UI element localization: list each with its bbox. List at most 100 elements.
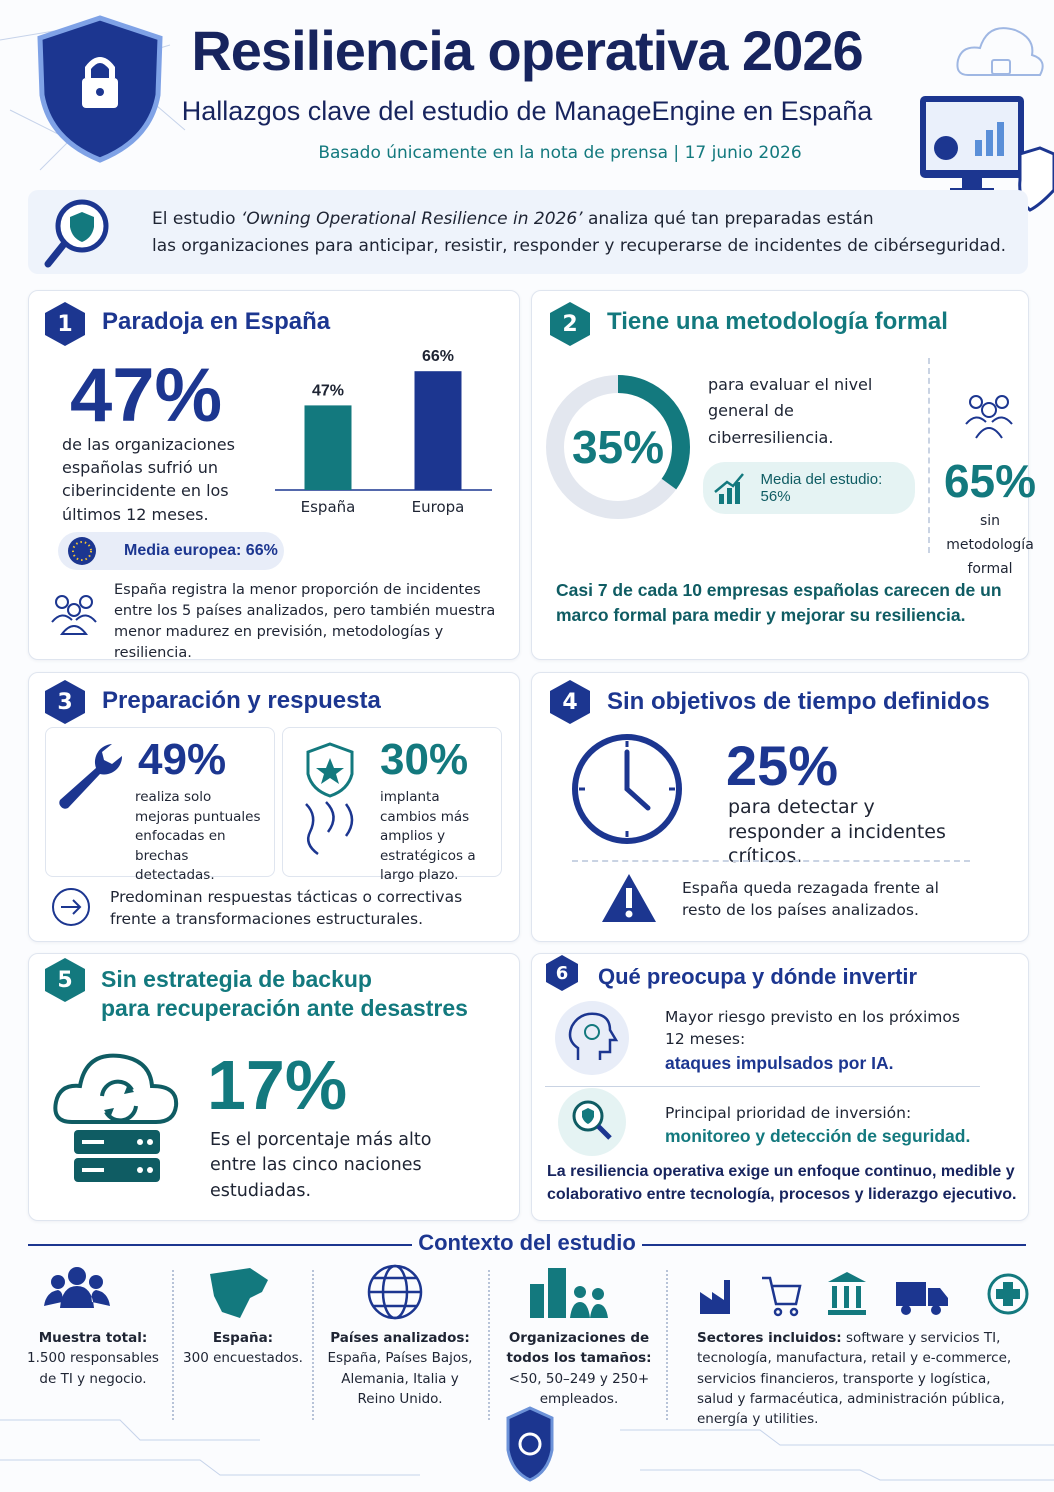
icon-shape (986, 130, 993, 156)
icon-shape (700, 1280, 730, 1314)
icon-shape (773, 1307, 783, 1317)
bar (414, 371, 462, 490)
item-text: España, Países Bajos, Alemania, Italia y… (327, 1350, 473, 1407)
icon-shape (51, 1275, 65, 1289)
icon-shape (931, 1305, 941, 1315)
icon-shape (625, 910, 633, 918)
donut-label: 35% (572, 421, 664, 473)
divider (312, 1270, 314, 1420)
note: Predominan respuestas tácticas o correct… (110, 888, 463, 929)
icon-shape (727, 488, 732, 504)
stat: 49% (138, 735, 227, 784)
category-label: España (301, 498, 356, 516)
card-text: realiza solo mejoras puntuales enfocadas… (135, 789, 261, 884)
stat-text: para detectar y responder a incidentes c… (728, 796, 946, 868)
card (282, 727, 502, 877)
icon-shape (89, 1275, 103, 1289)
title: Resiliencia operativa 2026 (191, 19, 863, 82)
icon-shape (0, 1419, 1054, 1481)
icon-shape (518, 1432, 542, 1456)
section-title: Tiene una metodología formal (607, 308, 948, 335)
icon-shape (316, 758, 344, 784)
context-icons (44, 1264, 1029, 1320)
icon-shape (928, 1288, 948, 1306)
item-text: software y servicios TI, tecnología, man… (697, 1330, 1012, 1427)
warning-icon (602, 874, 656, 922)
icon-shape (574, 1286, 586, 1298)
monitor-icon (558, 1088, 626, 1156)
icon-shape (305, 801, 354, 856)
icon-shape (104, 1084, 134, 1118)
title-line: Sin estrategia de backup (101, 966, 372, 992)
icon-shape (965, 416, 1013, 439)
section-title: Sin objetivos de tiempo definidos (607, 688, 990, 715)
icon-shape (896, 1282, 926, 1306)
context-item: Países analizados: España, Países Bajos, … (322, 1328, 478, 1409)
icon-shape (956, 27, 1044, 76)
category-label: Europa (412, 498, 465, 516)
icon-shape (856, 1286, 861, 1308)
icon-shape (626, 888, 632, 908)
icon-shape (934, 136, 958, 160)
divider (572, 860, 970, 862)
icon-shape (579, 741, 675, 837)
icon-shape (997, 122, 1004, 156)
section-title: Sin estrategia de backup para recuperaci… (101, 965, 468, 1024)
donut-chart: 35% (546, 375, 690, 519)
icon-shape (79, 595, 93, 609)
context-item: Sectores incluidos: software y servicios… (697, 1328, 1017, 1429)
panel-6 (531, 953, 1029, 1221)
icon-shape (100, 1079, 138, 1123)
icon-shape (44, 1267, 110, 1308)
icon-shape (52, 888, 90, 926)
icon-shape (995, 395, 1009, 409)
icon-shape (82, 1139, 153, 1173)
icon-shape (59, 744, 123, 809)
context-title: Contexto del estudio (412, 1230, 642, 1256)
intro-rest: analiza qué tan preparadas están (587, 209, 874, 229)
icon-shape (67, 603, 81, 617)
icon-shape (147, 1139, 153, 1145)
eu-icon (68, 537, 96, 565)
item-text: Principal prioridad de inversión: (665, 1104, 912, 1122)
icon-shape (735, 482, 740, 504)
badge: Media del estudio: 56% (703, 462, 915, 514)
icon-shape (969, 395, 983, 409)
stat: 25% (726, 734, 839, 797)
stat: 47% (70, 353, 223, 438)
context-item: Muestra total: 1.500 responsables de TI y… (18, 1328, 168, 1389)
icon-shape (55, 595, 69, 609)
note: España queda rezagada frente al resto de… (682, 879, 939, 920)
strategy-icon (305, 742, 354, 856)
icon-shape (828, 1310, 866, 1315)
note: Casi 7 de cada 10 empresas españolas car… (556, 580, 1002, 626)
item-highlight: ataques impulsados por IA. (665, 1052, 894, 1073)
donut-arc (546, 375, 690, 519)
icon-shape (137, 1139, 143, 1145)
icon-shape (548, 1268, 566, 1318)
context-item: España: 300 encuestados. (180, 1328, 306, 1369)
stat-text: Es el porcentaje más alto entre las cinc… (210, 1130, 432, 1201)
item-label: España: (212, 1330, 274, 1346)
section-title: Preparación y respuesta (102, 687, 381, 714)
item: Principal prioridad de inversión: monito… (665, 1102, 995, 1150)
item-text: Mayor riesgo previsto en los próximos 12… (665, 1008, 960, 1049)
ai-icon (555, 1001, 629, 1075)
icon-shape (987, 1273, 1029, 1315)
divider (545, 1086, 980, 1087)
icon-shape (568, 1012, 619, 1060)
icon-shape (896, 1282, 948, 1315)
divider (172, 1270, 174, 1420)
stat: 17% (207, 1046, 348, 1124)
icon-shape (74, 1158, 160, 1182)
clock-icon (572, 734, 682, 844)
icon-shape (96, 88, 104, 96)
wrench-icon (59, 744, 123, 809)
icon-shape (44, 1286, 110, 1308)
divider (928, 358, 930, 553)
icon-shape (582, 1108, 594, 1124)
title-line: para recuperación ante desastres (101, 995, 468, 1022)
intro-study: ‘Owning Operational Resilience in 2026’ (240, 209, 583, 229)
